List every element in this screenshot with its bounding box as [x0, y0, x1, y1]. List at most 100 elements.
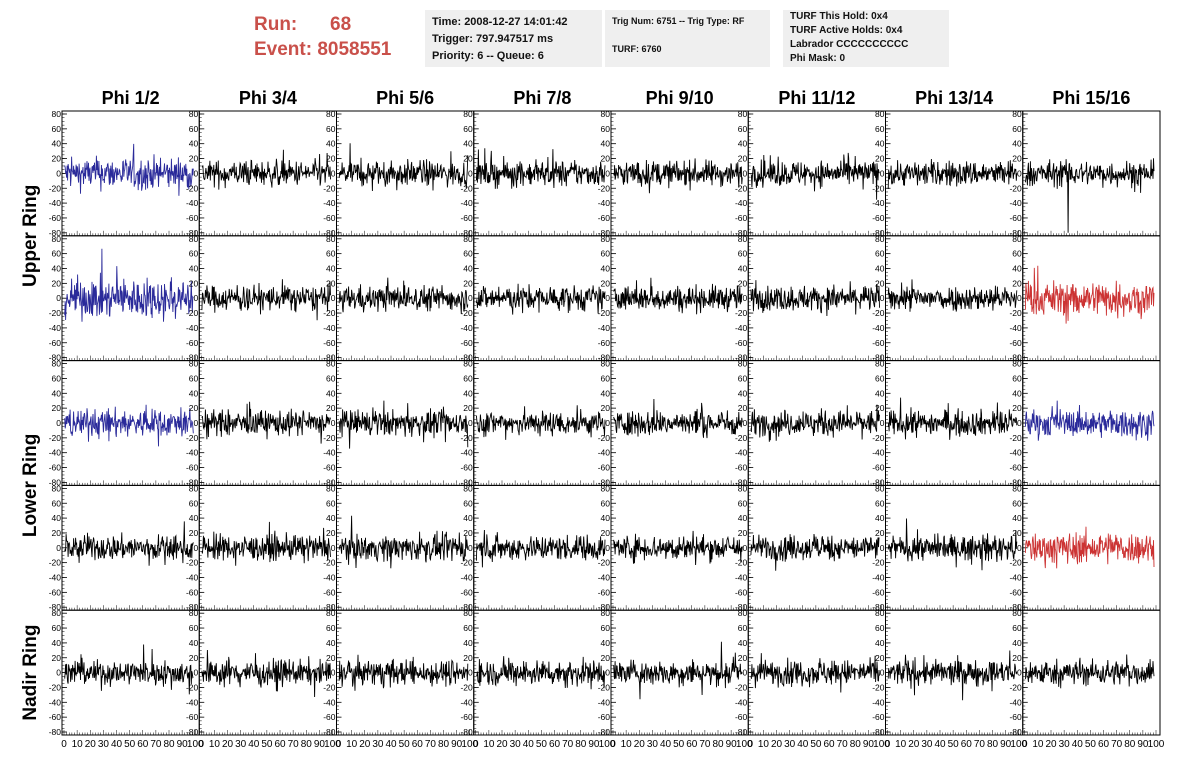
y-tick-label: 60 — [738, 623, 748, 633]
y-tick-label: -20 — [872, 558, 885, 568]
y-tick-label: 20 — [601, 528, 611, 538]
column-header: Phi 5/6 — [376, 88, 434, 108]
y-tick-label: 80 — [189, 234, 199, 244]
y-tick-label: 0 — [331, 668, 336, 678]
y-tick-label: -40 — [872, 323, 885, 333]
y-tick-label: -80 — [186, 727, 199, 737]
y-tick-label: -80 — [49, 727, 62, 737]
y-tick-label: 40 — [189, 139, 199, 149]
run-event-info: Run: 68 Event: 8058551 — [254, 12, 391, 62]
y-tick-label: 60 — [875, 498, 885, 508]
waveform-trace — [1024, 158, 1155, 233]
y-tick-label: -60 — [460, 463, 473, 473]
y-tick-label: -20 — [186, 682, 199, 692]
y-tick-label: 0 — [56, 668, 61, 678]
y-tick-label: 40 — [463, 388, 473, 398]
waveform-trace — [887, 158, 1018, 190]
waveform-trace — [887, 279, 1018, 312]
trigger-text: Trigger: 797.947517 ms — [432, 33, 554, 45]
y-tick-label: -60 — [735, 463, 748, 473]
y-tick-label: 60 — [601, 498, 611, 508]
y-tick-label: 60 — [326, 373, 336, 383]
y-tick-label: -20 — [1009, 433, 1022, 443]
y-tick-label: -60 — [1009, 338, 1022, 348]
y-tick-label: 60 — [1012, 498, 1022, 508]
waveform-trace — [1024, 526, 1155, 569]
y-tick-label: -80 — [1009, 477, 1022, 487]
x-tick-label: 80 — [575, 739, 587, 750]
y-tick-label: 40 — [326, 139, 336, 149]
event-label: Event: — [254, 39, 313, 60]
y-tick-label: -40 — [598, 697, 611, 707]
waveform-trace — [613, 158, 743, 194]
y-tick-label: -80 — [323, 727, 336, 737]
y-tick-label: 0 — [880, 668, 885, 678]
y-tick-label: 80 — [52, 608, 62, 618]
y-tick-label: -40 — [1009, 697, 1022, 707]
y-tick-label: 20 — [601, 278, 611, 288]
y-tick-label: 80 — [738, 359, 748, 369]
y-tick-label: -80 — [460, 228, 473, 238]
y-tick-label: -40 — [735, 573, 748, 583]
y-tick-label: -20 — [460, 183, 473, 193]
y-tick-label: -80 — [735, 477, 748, 487]
waveform-trace — [338, 515, 469, 569]
y-tick-label: 20 — [463, 278, 473, 288]
y-tick-label: -80 — [460, 353, 473, 363]
y-tick-label: 80 — [463, 109, 473, 119]
run-label: Run: — [254, 14, 298, 35]
y-tick-label: -80 — [598, 477, 611, 487]
y-tick-label: 0 — [880, 543, 885, 553]
waveform-trace — [613, 641, 743, 700]
x-tick-label: 70 — [974, 739, 986, 750]
y-tick-label: -40 — [460, 573, 473, 583]
y-tick-label: 80 — [875, 608, 885, 618]
y-tick-label: 20 — [875, 154, 885, 164]
y-tick-label: -60 — [186, 338, 199, 348]
y-tick-label: -20 — [735, 433, 748, 443]
y-tick-label: -20 — [598, 558, 611, 568]
y-tick-label: -40 — [735, 323, 748, 333]
y-tick-label: -60 — [872, 712, 885, 722]
y-tick-label: 80 — [601, 109, 611, 119]
x-tick-label: 80 — [163, 739, 175, 750]
y-tick-label: -40 — [598, 323, 611, 333]
waveform-trace — [201, 149, 331, 190]
waveform-trace — [338, 143, 469, 192]
y-tick-label: 20 — [189, 403, 199, 413]
x-tick-label: 60 — [1098, 739, 1110, 750]
y-tick-label: 40 — [52, 638, 62, 648]
y-tick-label: 80 — [875, 483, 885, 493]
x-tick-label: 20 — [496, 739, 508, 750]
y-tick-label: 40 — [52, 139, 62, 149]
y-tick-label: -80 — [598, 228, 611, 238]
y-tick-label: -40 — [598, 198, 611, 208]
x-tick-label: 60 — [823, 739, 835, 750]
x-tick-label: 50 — [810, 739, 822, 750]
y-tick-label: -20 — [49, 433, 62, 443]
y-tick-label: 0 — [56, 543, 61, 553]
y-tick-label: -20 — [49, 308, 62, 318]
y-tick-label: -80 — [872, 602, 885, 612]
y-tick-label: -60 — [186, 587, 199, 597]
x-tick-label: 20 — [908, 739, 920, 750]
y-tick-label: 0 — [880, 418, 885, 428]
waveform-trace — [64, 143, 194, 196]
y-tick-label: -60 — [49, 712, 62, 722]
y-tick-label: 60 — [52, 249, 62, 259]
y-tick-label: -80 — [872, 727, 885, 737]
y-tick-label: -20 — [186, 558, 199, 568]
x-tick-label: 90 — [726, 739, 738, 750]
y-tick-label: 40 — [738, 264, 748, 274]
y-tick-label: 80 — [1012, 483, 1022, 493]
run-value: 68 — [330, 14, 352, 35]
y-tick-label: 0 — [605, 668, 610, 678]
x-tick-label: 30 — [647, 739, 659, 750]
y-tick-label: -20 — [735, 558, 748, 568]
y-tick-label: -20 — [460, 682, 473, 692]
y-tick-label: -80 — [323, 602, 336, 612]
y-tick-label: -20 — [735, 682, 748, 692]
y-tick-label: 40 — [326, 388, 336, 398]
y-tick-label: 20 — [326, 528, 336, 538]
